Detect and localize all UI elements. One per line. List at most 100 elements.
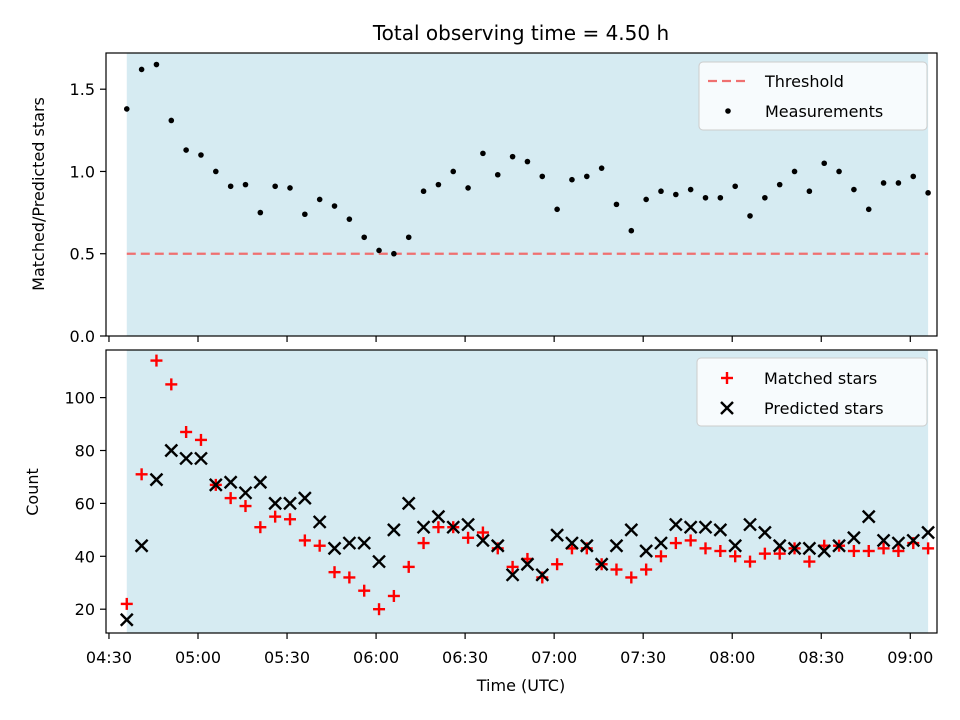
measurement-point-0641 xyxy=(494,171,501,178)
count-panel: 20 40 60 80 100 04:30 05:00 05:30 06:00 06:30 07:… xyxy=(23,349,938,695)
predicted-star-point-0551 xyxy=(342,536,357,550)
predicted-star-point-0621 xyxy=(431,509,446,524)
measurement-point-0616 xyxy=(420,188,427,195)
ratio-legend-box xyxy=(698,61,928,131)
matched-star-point-0906 xyxy=(922,542,935,555)
predicted-star-point-0806 xyxy=(743,517,757,532)
measurement-point-0611 xyxy=(405,234,412,241)
matched-star-point-0631 xyxy=(462,531,475,544)
matched-star-point-0721 xyxy=(610,563,623,576)
matched-star-point-0541 xyxy=(313,539,326,552)
measurement-point-0451 xyxy=(168,117,175,124)
predicted-star-point-0636 xyxy=(476,533,490,548)
measurement-point-0551 xyxy=(346,216,353,222)
predicted-star-point-0736 xyxy=(654,536,668,550)
measurement-point-0856 xyxy=(895,180,902,186)
count-y-tick-label: 20 xyxy=(75,600,95,619)
predicted-star-point-0856 xyxy=(891,536,906,550)
time-tick-label: 06:00 xyxy=(353,648,399,667)
matched-star-point-0501 xyxy=(194,433,207,446)
predicted-star-point-0446 xyxy=(149,472,164,487)
measurement-point-0811 xyxy=(762,194,768,201)
predicted-star-point-0701 xyxy=(550,528,564,542)
time-tick-label: 04:30 xyxy=(86,648,132,667)
measurement-point-0846 xyxy=(865,206,872,213)
matched-star-point-0456 xyxy=(180,425,193,438)
matched-star-point-0551 xyxy=(343,571,356,584)
ratio-y-tick-label: 0.5 xyxy=(70,245,95,264)
predicted-star-point-0821 xyxy=(787,541,802,556)
legend-matched-label: Matched stars xyxy=(764,369,877,388)
legend-threshold-label: Threshold xyxy=(764,72,844,91)
matched-star-point-0856 xyxy=(892,545,905,558)
matched-star-point-0526 xyxy=(269,510,282,523)
matched-star-point-0536 xyxy=(298,534,311,547)
ratio-x-axis-ticks xyxy=(108,336,911,342)
matched-star-point-0736 xyxy=(654,550,667,563)
count-y-axis-label: Count xyxy=(23,468,42,516)
measurement-point-0601 xyxy=(376,247,382,254)
ratio-y-axis-label: Matched/Predicted stars xyxy=(29,97,48,291)
legend-matched-swatch xyxy=(721,372,733,384)
predicted-star-point-0851 xyxy=(876,533,891,548)
matched-star-point-0806 xyxy=(744,555,757,568)
predicted-star-point-0521 xyxy=(253,475,268,490)
time-tick-label: 08:30 xyxy=(798,648,844,667)
measurement-point-0626 xyxy=(450,168,457,175)
predicted-star-point-0541 xyxy=(312,515,327,529)
matched-star-point-0646 xyxy=(506,560,519,573)
measurement-point-0721 xyxy=(613,201,620,208)
ratio-plot-frame xyxy=(105,52,938,337)
measurement-point-0636 xyxy=(480,150,486,157)
predicted-star-point-0656 xyxy=(535,567,550,582)
measurement-point-0651 xyxy=(524,158,531,165)
predicted-star-point-0831 xyxy=(817,544,832,558)
time-tick-label: 07:00 xyxy=(531,648,577,667)
chart-title: Total observing time = 4.50 h xyxy=(372,21,669,45)
count-y-tick-label: 40 xyxy=(75,547,95,566)
measurement-point-0851 xyxy=(880,180,887,186)
measurement-point-0701 xyxy=(554,206,560,213)
matched-star-point-0811 xyxy=(758,547,771,560)
matched-star-point-0621 xyxy=(432,521,445,534)
matched-star-point-0436 xyxy=(120,597,133,610)
measurement-point-0731 xyxy=(643,196,649,203)
measurement-point-0556 xyxy=(361,234,368,241)
measurement-point-0736 xyxy=(658,188,664,195)
matched-star-point-0846 xyxy=(862,545,875,558)
measurement-point-0716 xyxy=(598,165,605,171)
measurement-point-0526 xyxy=(272,183,278,190)
measurement-point-0501 xyxy=(198,152,204,158)
matched-star-point-0826 xyxy=(803,555,816,568)
matched-star-point-0746 xyxy=(684,534,697,547)
predicted-star-point-0511 xyxy=(223,475,238,490)
measurement-point-0706 xyxy=(569,176,575,183)
matched-star-point-0606 xyxy=(387,589,400,602)
predicted-star-point-0811 xyxy=(758,525,772,540)
time-tick-label: 09:00 xyxy=(887,648,933,667)
measurement-point-0746 xyxy=(687,186,694,193)
predicted-star-point-0641 xyxy=(490,538,505,553)
matched-star-point-0816 xyxy=(773,547,786,560)
matched-star-point-0731 xyxy=(640,563,653,576)
matched-star-point-0546 xyxy=(328,566,341,579)
matched-star-point-0521 xyxy=(254,521,267,534)
predicted-star-point-0606 xyxy=(387,523,401,537)
predicted-star-point-0711 xyxy=(579,538,594,553)
measurement-point-0456 xyxy=(183,147,189,153)
measurement-point-0831 xyxy=(821,160,828,167)
measurement-point-0646 xyxy=(509,153,516,160)
ratio-y-tick-label: 0.0 xyxy=(70,327,95,346)
predicted-star-point-0801 xyxy=(728,538,743,553)
count-legend: Matched stars Predicted stars xyxy=(696,357,928,427)
matched-star-point-0756 xyxy=(714,545,727,558)
predicted-star-point-0826 xyxy=(802,541,817,556)
matched-star-point-0701 xyxy=(551,558,564,571)
predicted-star-point-0506 xyxy=(208,478,223,492)
measurement-point-0436 xyxy=(123,106,130,112)
measurement-point-0446 xyxy=(153,61,160,68)
measurement-point-0521 xyxy=(257,209,264,216)
predicted-star-point-0631 xyxy=(461,517,475,532)
count-y-tick-label: 60 xyxy=(75,494,95,513)
matched-star-point-0441 xyxy=(135,468,148,481)
